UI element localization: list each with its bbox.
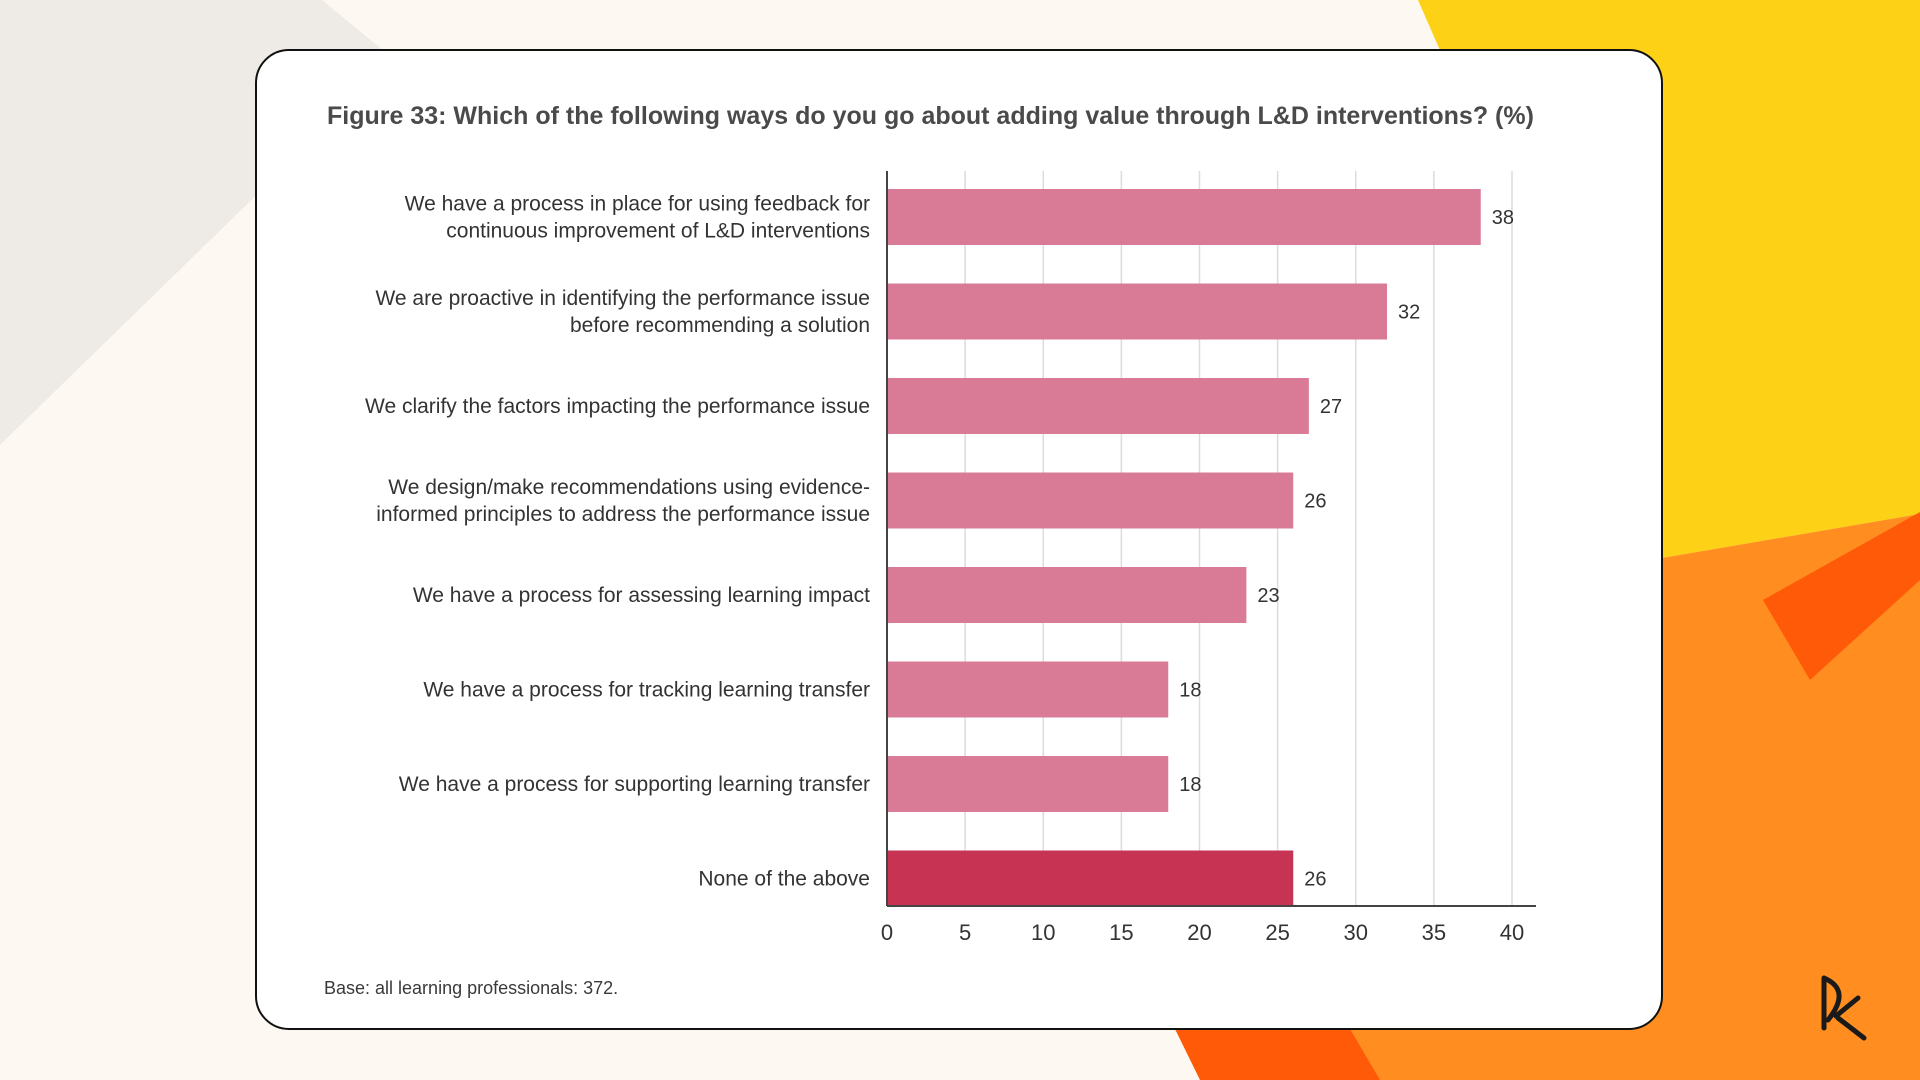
category-label: None of the above	[698, 868, 870, 891]
data-label: 18	[1179, 774, 1201, 796]
chart-category-labels: We have a process in place for using fee…	[365, 193, 870, 891]
chart-footnote: Base: all learning professionals: 372.	[324, 978, 618, 998]
chart-card: Figure 33: Which of the following ways d…	[255, 49, 1663, 1030]
x-tick-label: 30	[1344, 920, 1368, 945]
category-label: We have a process for supporting learnin…	[399, 773, 870, 796]
data-label: 23	[1257, 585, 1279, 607]
category-label: We design/make recommendations using evi…	[388, 476, 870, 499]
bar	[887, 850, 1294, 907]
x-tick-label: 10	[1031, 920, 1055, 945]
chart-tick-labels: 0 5 10 15 20 25 30 35 40	[881, 920, 1524, 945]
category-label: informed principles to address the perfo…	[376, 503, 870, 526]
bar	[887, 283, 1387, 340]
category-label: before recommending a solution	[570, 314, 870, 337]
data-label: 27	[1320, 396, 1342, 418]
category-label: We have a process for tracking learning …	[423, 679, 870, 702]
bar	[887, 189, 1481, 245]
category-label: We have a process in place for using fee…	[405, 193, 870, 216]
chart-bars	[887, 189, 1481, 907]
data-label: 26	[1304, 869, 1326, 891]
bar	[887, 661, 1169, 718]
bar	[887, 567, 1247, 623]
red-orange-bottom-shape	[1175, 1029, 1380, 1080]
category-label: continuous improvement of L&D interventi…	[446, 220, 870, 243]
category-label: We clarify the factors impacting the per…	[365, 395, 870, 418]
chart-value-labels: 38 32 27 26 23 18 18 26	[1179, 207, 1514, 891]
brand-logo-icon	[1821, 975, 1867, 1041]
x-tick-label: 0	[881, 920, 893, 945]
x-tick-label: 15	[1109, 920, 1133, 945]
category-label: We have a process for assessing learning…	[413, 584, 870, 607]
data-label: 38	[1492, 207, 1514, 229]
bar	[887, 472, 1294, 529]
chart-axes	[886, 171, 1536, 907]
x-tick-label: 5	[959, 920, 971, 945]
category-label: We are proactive in identifying the perf…	[375, 287, 870, 310]
x-tick-label: 35	[1422, 920, 1446, 945]
x-tick-label: 25	[1265, 920, 1289, 945]
x-tick-label: 20	[1187, 920, 1211, 945]
red-orange-accent-shape	[1763, 512, 1920, 680]
bar	[887, 378, 1309, 434]
x-tick-label: 40	[1500, 920, 1524, 945]
data-label: 26	[1304, 491, 1326, 513]
chart-title: Figure 33: Which of the following ways d…	[327, 102, 1534, 130]
data-label: 32	[1398, 302, 1420, 324]
data-label: 18	[1179, 680, 1201, 702]
bar-chart: Figure 33: Which of the following ways d…	[324, 102, 1536, 998]
bar	[887, 756, 1169, 812]
